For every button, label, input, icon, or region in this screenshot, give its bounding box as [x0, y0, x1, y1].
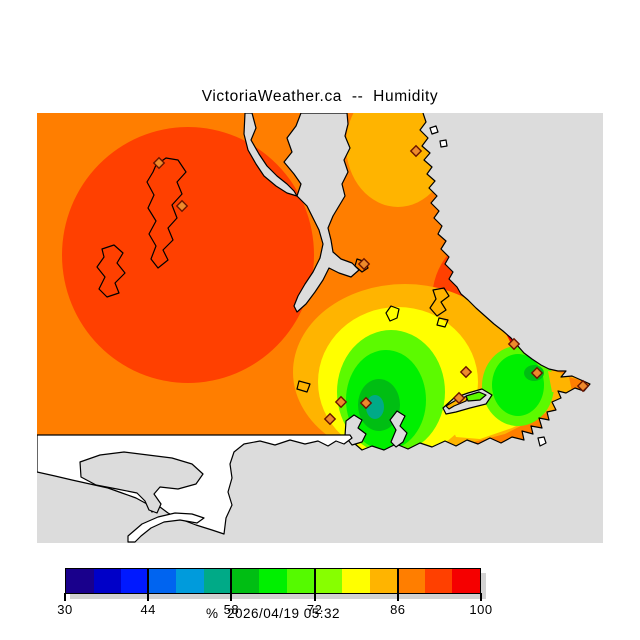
station-marker-diamond [175, 199, 189, 213]
humidity-contour-map [37, 113, 603, 543]
colorbar-tick-label: 58 [223, 602, 240, 617]
colorbar-tick [480, 593, 482, 601]
colorbar-segment [176, 569, 204, 593]
colorbar-tick [64, 593, 66, 601]
station-marker-diamond [530, 366, 544, 380]
colorbar-segment [259, 569, 287, 593]
colorbar-tick-label: 44 [140, 602, 156, 617]
colorbar-segment [66, 569, 94, 593]
colorbar-caption: % 2026/04/19 05:32 [205, 606, 341, 621]
station-marker-diamond [459, 365, 473, 379]
colorbar-tick [230, 568, 233, 601]
colorbar-segment [121, 569, 149, 593]
colorbar-segment [341, 569, 370, 593]
station-marker-diamond [334, 395, 348, 409]
colorbar-segment [424, 569, 453, 593]
colorbar-ticks: 30 44 58 72 86 100 [57, 568, 492, 617]
colorbar-tick [147, 568, 150, 601]
colorbar-tick-label: 72 [306, 602, 323, 617]
station-marker-diamond [452, 391, 466, 405]
lake-outlines [96, 157, 450, 393]
colorbar-segment [203, 569, 232, 593]
narrow-island-east [465, 391, 487, 402]
contour-fills [62, 113, 590, 450]
colorbar: 30 44 58 72 86 100 [57, 568, 492, 617]
colorbar-segment [93, 569, 122, 593]
station-markers [152, 144, 590, 426]
colorbar-tick-label: 86 [390, 602, 406, 617]
colorbar-segment [452, 569, 480, 593]
colorbar-tick-label: 100 [469, 602, 493, 617]
colorbar-segment [286, 569, 315, 593]
colorbar-tick [396, 568, 399, 601]
station-marker-diamond [152, 156, 166, 170]
contour-nw-91-95 [62, 127, 314, 383]
station-marker-diamond [323, 412, 337, 426]
coastline-east [349, 113, 591, 451]
saanich-inlet-channel [283, 113, 360, 313]
station-marker-diamond [576, 379, 590, 393]
southern-spit-land [127, 512, 205, 543]
colorbar-segments [65, 568, 481, 594]
station-marker-diamond [409, 144, 423, 158]
station-marker-diamond [357, 257, 371, 271]
colorbar-segment [148, 569, 177, 593]
station-marker-diamond [359, 396, 373, 410]
colorbar-segment [314, 569, 342, 593]
contour-se-63-67 [492, 354, 544, 416]
colorbar-tick-label: 30 [57, 602, 73, 617]
colorbar-segment [369, 569, 398, 593]
station-marker-diamond [507, 337, 521, 351]
narrows-channel [243, 113, 298, 197]
colorbar-segment [231, 569, 260, 593]
page-title: VictoriaWeather.ca -- Humidity [201, 88, 439, 105]
basin-inlet [79, 451, 204, 514]
contour-center-53-58 [366, 395, 384, 419]
colorbar-segment [397, 569, 425, 593]
harbour-east [389, 410, 408, 448]
small-islands [429, 125, 547, 447]
colorbar-tick [313, 568, 316, 601]
